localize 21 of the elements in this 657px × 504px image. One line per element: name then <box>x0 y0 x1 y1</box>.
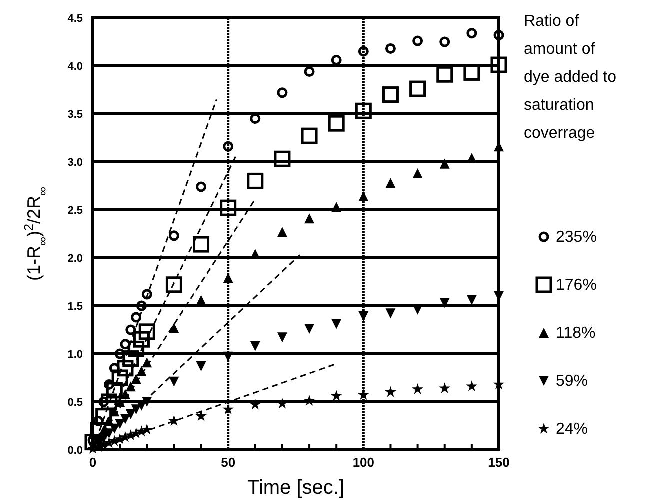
y-tick-label: 2.5 <box>68 205 83 217</box>
y-tick-label: 2.0 <box>68 253 83 265</box>
legend-label: 118% <box>556 325 596 342</box>
y-tick-label: 4.5 <box>68 13 83 25</box>
x-tick-label: 0 <box>89 455 97 470</box>
x-axis-title: Time [sec.] <box>247 477 345 499</box>
legend-label: 24% <box>556 421 588 438</box>
legend-label: 176% <box>556 277 597 294</box>
y-tick-label: 1.0 <box>68 349 83 361</box>
y-tick-label: 4.0 <box>68 61 83 73</box>
legend-title: Ratio of amount of dye added to saturation coverrage <box>524 13 617 142</box>
legend-label: 235% <box>556 229 597 246</box>
y-tick-label: 0.5 <box>68 397 83 409</box>
y-tick-label: 3.5 <box>68 109 83 121</box>
y-tick-label: 3.0 <box>68 157 83 169</box>
x-tick-label: 150 <box>488 455 510 470</box>
y-tick-label: 0.0 <box>68 445 83 457</box>
x-tick-label: 50 <box>221 455 236 470</box>
x-tick-label: 100 <box>352 455 375 470</box>
legend-label: 59% <box>556 373 588 390</box>
y-tick-label: 1.5 <box>68 301 83 313</box>
